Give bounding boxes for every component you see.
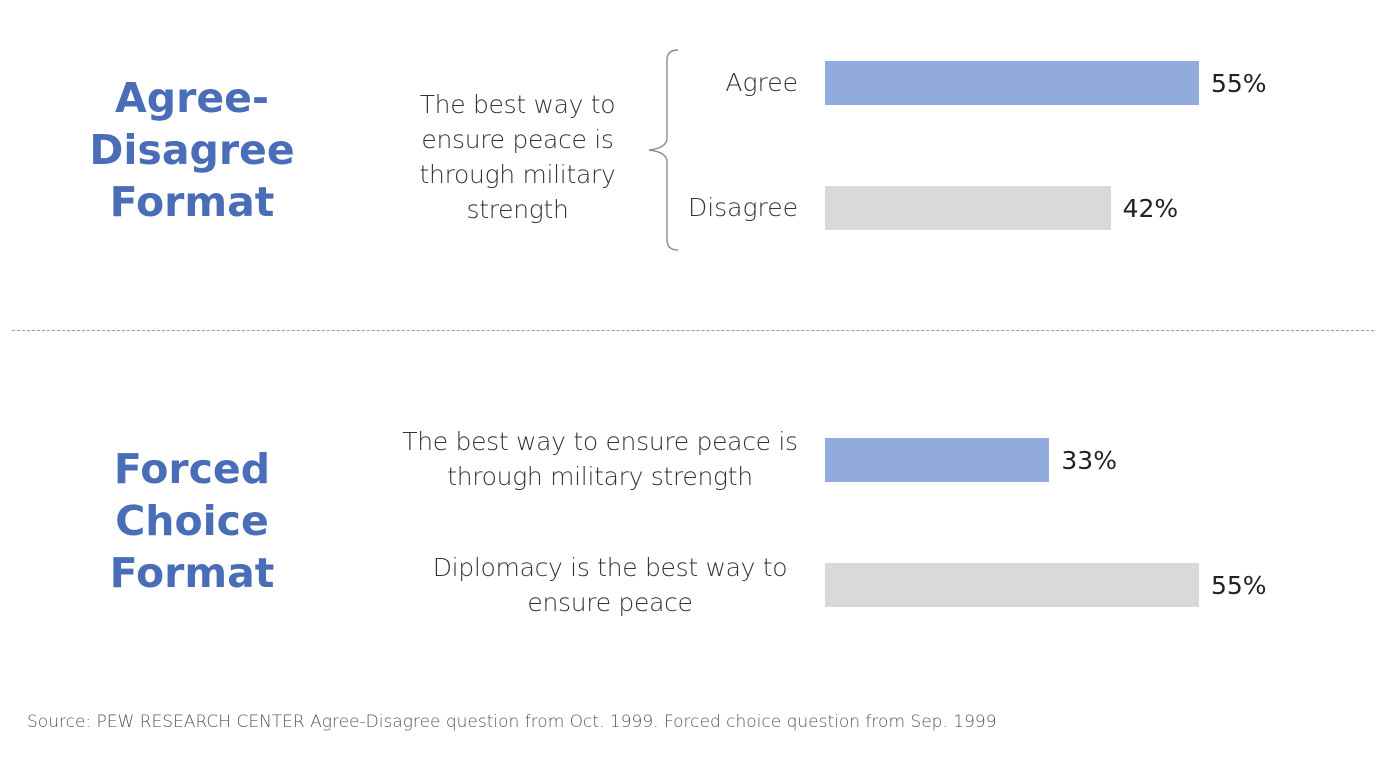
value-label-diplomacy: 55% [1211, 571, 1267, 600]
title-line: Format [109, 178, 275, 226]
question-line: ensure peace is [421, 125, 614, 154]
section-divider [12, 330, 1374, 331]
value-label-military-strength: 33% [1061, 446, 1117, 475]
value-label-disagree: 42% [1122, 194, 1179, 223]
agree-disagree-title: Agree- Disagree Format [67, 72, 317, 228]
option-label-military: The best way to ensure peace is through … [380, 424, 820, 494]
bar-diplomacy [825, 563, 1199, 607]
option-line: The best way to ensure peace is [402, 427, 798, 456]
title-line: Agree- [115, 74, 269, 122]
title-line: Disagree [89, 126, 295, 174]
forced-choice-title: Forced Choice Format [67, 443, 317, 599]
title-line: Format [109, 549, 275, 597]
question-line: through military [419, 160, 616, 189]
bar-disagree [825, 186, 1111, 230]
option-line: through military strength [447, 462, 753, 491]
option-line: ensure peace [527, 588, 693, 617]
question-line: The best way to [419, 90, 616, 119]
agree-disagree-question: The best way to ensure peace is through … [405, 87, 630, 227]
curly-brace-icon [648, 49, 679, 251]
title-line: Choice [115, 497, 269, 545]
question-line: strength [466, 195, 569, 224]
title-line: Forced [113, 445, 271, 493]
value-label-agree: 55% [1211, 69, 1267, 98]
bar-agree [825, 61, 1199, 105]
option-label-disagree: Disagree [687, 193, 798, 222]
bar-military-strength [825, 438, 1050, 482]
option-label-diplomacy: Diplomacy is the best way to ensure peac… [400, 550, 820, 620]
option-label-agree: Agree [725, 68, 798, 97]
option-line: Diplomacy is the best way to [432, 553, 788, 582]
source-note: Source: PEW RESEARCH CENTER Agree-Disagr… [27, 712, 997, 732]
